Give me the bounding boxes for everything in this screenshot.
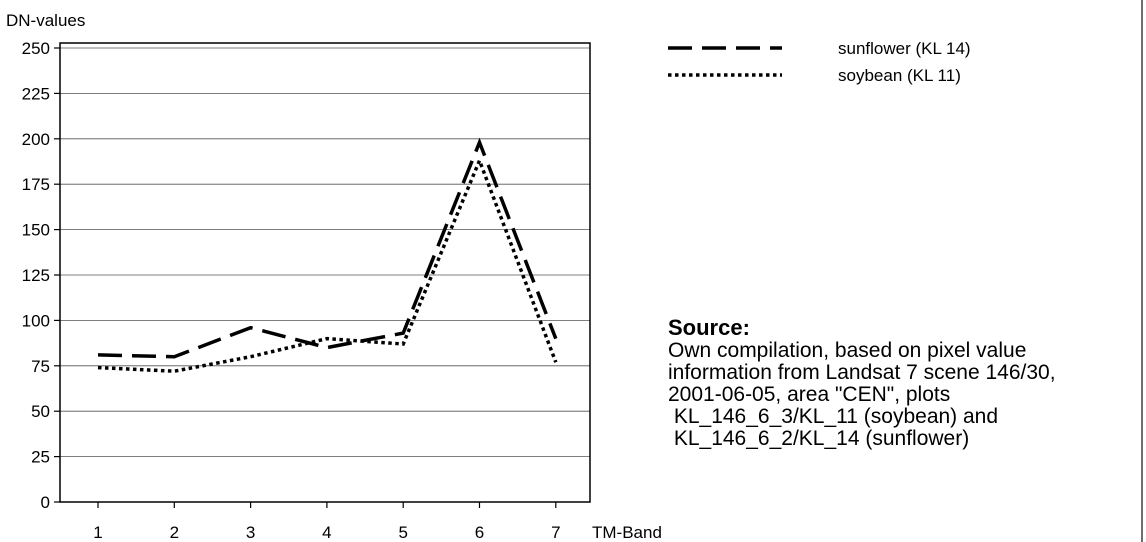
source-title: Source: [668, 315, 750, 340]
source-line-3: 2001-06-05, area "CEN", plots [668, 383, 951, 406]
y-tick-label-125: 125 [22, 266, 50, 285]
legend: sunflower (KL 14) soybean (KL 11) [668, 39, 971, 85]
x-tick-label-5: 5 [398, 523, 407, 542]
grid-lines [60, 47, 590, 458]
legend-label-1: sunflower (KL 14) [838, 39, 971, 58]
y-tick-label-175: 175 [22, 175, 50, 194]
x-tick-label-1: 1 [93, 523, 102, 542]
source-line-1: Own compilation, based on pixel value [668, 339, 1027, 362]
series-lines [97, 137, 558, 373]
frame-edge [1141, 0, 1143, 542]
x-tick-label-4: 4 [322, 523, 331, 542]
y-tick-label-225: 225 [22, 84, 50, 103]
source-note: Source: Own compilation, based on pixel … [668, 316, 1144, 450]
legend-label-2: soybean (KL 11) [838, 66, 961, 85]
series-line-2 [97, 155, 558, 373]
series-line-1 [97, 137, 558, 359]
y-tick-label-25: 25 [31, 448, 50, 467]
source-line-2: information from Landsat 7 scene 146/30, [668, 361, 1056, 384]
x-tick-label-7: 7 [551, 523, 560, 542]
y-tick-label-200: 200 [22, 130, 50, 149]
x-axis: 1 2 3 4 5 6 7 [93, 502, 561, 542]
x-tick-label-2: 2 [170, 523, 179, 542]
x-axis-label: TM-Band [592, 523, 662, 542]
y-tick-label-100: 100 [22, 311, 50, 330]
y-axis-label: DN-values [6, 11, 85, 30]
y-axis: 0 25 50 75 100 125 150 175 200 225 250 [22, 39, 60, 512]
x-tick-label-3: 3 [246, 523, 255, 542]
y-tick-label-0: 0 [41, 493, 50, 512]
y-tick-label-50: 50 [31, 402, 50, 421]
source-line-4: KL_146_6_3/KL_11 (soybean) and [668, 405, 999, 428]
plot-frame [59, 42, 591, 503]
x-tick-label-6: 6 [475, 523, 484, 542]
source-line-5: KL_146_6_2/KL_14 (sunflower) [668, 427, 970, 450]
y-tick-label-250: 250 [22, 39, 50, 58]
y-tick-label-150: 150 [22, 221, 50, 240]
y-tick-label-75: 75 [31, 357, 50, 376]
